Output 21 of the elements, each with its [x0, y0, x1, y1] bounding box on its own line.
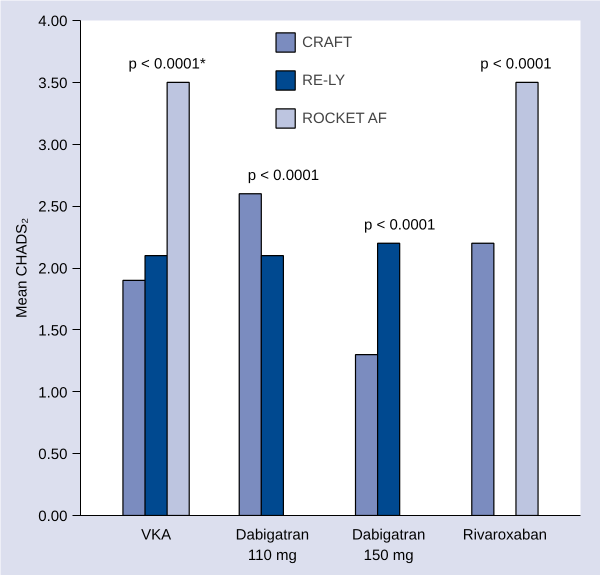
y-tick-label: 1.50 [38, 322, 68, 340]
x-tick-label: Dabigatran 150 mg [352, 526, 426, 564]
x-tick-label: Rivaroxaban [462, 526, 548, 544]
x-tick-label: VKA [141, 526, 172, 544]
legend-label: ROCKET AF [302, 110, 387, 126]
annotation: p < 0.0001* [128, 55, 206, 72]
annotation: p < 0.0001 [248, 166, 320, 184]
x-tick-label: Dabigatran 110 mg [236, 526, 310, 564]
y-tick-label: 3.50 [38, 74, 68, 92]
y-tick-label: 0.50 [38, 446, 68, 464]
legend-label: RE-LY [302, 72, 346, 88]
y-tick-label: 3.00 [38, 136, 68, 154]
y-tick-label: 2.50 [38, 198, 68, 216]
annotation: p < 0.0001 [364, 216, 436, 234]
y-tick-label: 2.00 [38, 260, 68, 278]
y-tick-label: 4.00 [38, 13, 68, 30]
annotation: p < 0.0001 [480, 55, 552, 72]
y-tick-label: 0.00 [38, 508, 68, 525]
legend-label: CRAFT [302, 34, 352, 50]
y-axis-title: Mean CHADS₂ [13, 218, 30, 318]
y-tick-label: 1.00 [38, 384, 68, 402]
